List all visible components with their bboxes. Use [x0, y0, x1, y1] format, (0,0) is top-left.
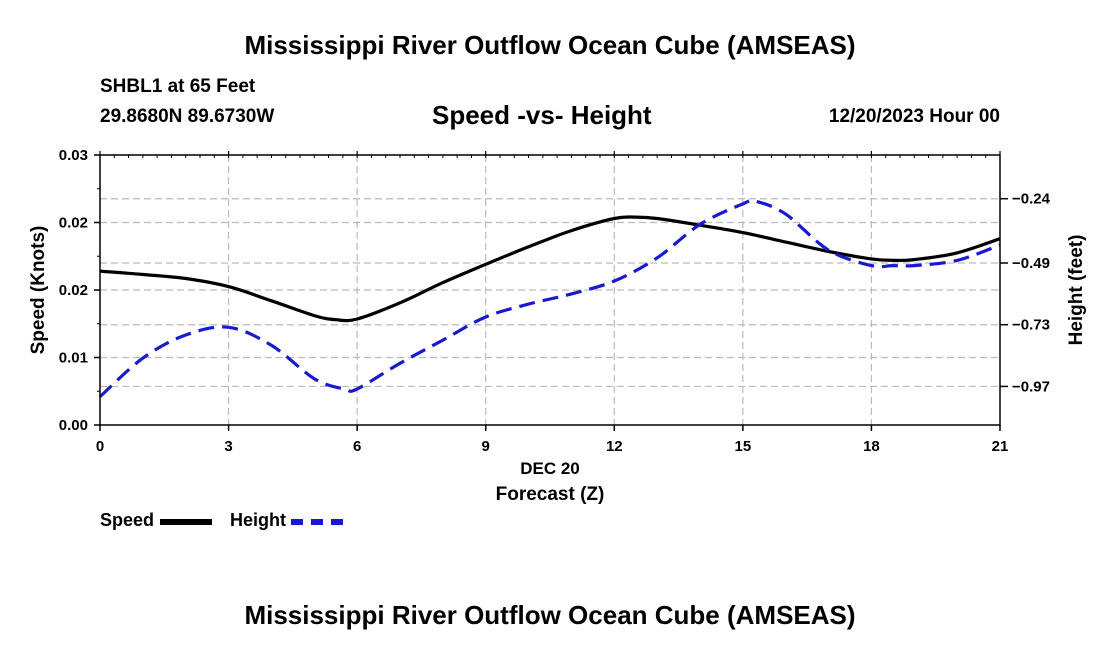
- axis-ticks: 0 3 6 9 12 15 18 21 0.00 0.01 0.02 0.02 0.03 −0.97 −0.…: [59, 147, 1051, 455]
- station-label: SHBL1 at 65 Feet: [100, 76, 256, 97]
- y-tick-label: 0.01: [59, 350, 88, 367]
- x-tick-label: 15: [735, 438, 752, 455]
- y-tick-label: 0.00: [59, 417, 88, 434]
- x-tick-label: 3: [224, 438, 232, 455]
- grid-lines: [100, 155, 1000, 425]
- station-coordinates: 29.8680N 89.6730W: [100, 106, 275, 127]
- y2-tick-label: −0.73: [1012, 317, 1050, 334]
- speed-series-line: [99, 215, 1001, 323]
- y2-tick-label: −0.97: [1012, 378, 1050, 395]
- x-axis-date-label: DEC 20: [520, 459, 580, 478]
- y-tick-label: 0.02: [59, 215, 88, 232]
- forecast-datetime: 12/20/2023 Hour 00: [828, 106, 1000, 127]
- chart-title: Speed -vs- Height: [432, 100, 652, 130]
- legend-height-swatch: [291, 519, 343, 525]
- y2-axis-title: Height (feet): [1066, 235, 1087, 346]
- height-series-line: [98, 198, 1001, 398]
- footer-title: Mississippi River Outflow Ocean Cube (AM…: [244, 600, 856, 630]
- x-tick-label: 6: [353, 438, 361, 455]
- axis-labels: DEC 20 Forecast (Z) Speed (Knots) Height…: [28, 226, 1087, 505]
- x-tick-label: 18: [863, 438, 880, 455]
- y-tick-label: 0.03: [59, 147, 88, 164]
- x-tick-label: 0: [96, 438, 104, 455]
- legend-speed-swatch: [160, 519, 212, 525]
- legend-height-label: Height: [230, 510, 286, 530]
- x-axis-title: Forecast (Z): [496, 484, 605, 505]
- page-title: Mississippi River Outflow Ocean Cube (AM…: [244, 30, 856, 60]
- y-tick-label: 0.02: [59, 282, 88, 299]
- legend-speed-label: Speed: [100, 510, 155, 530]
- y2-tick-label: −0.49: [1012, 255, 1050, 272]
- y-axis-title: Speed (Knots): [28, 226, 49, 355]
- x-tick-label: 12: [606, 438, 623, 455]
- x-tick-label: 9: [482, 438, 490, 455]
- series-lines: [98, 198, 1001, 398]
- y2-tick-label: −0.24: [1012, 191, 1051, 208]
- x-tick-label: 21: [992, 438, 1009, 455]
